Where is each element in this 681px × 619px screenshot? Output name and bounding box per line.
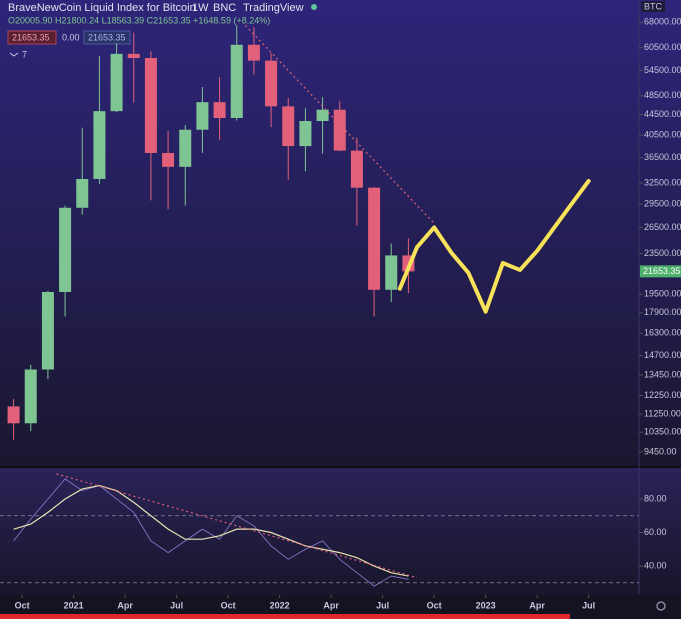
y-tick-label: 40500.00 (644, 129, 681, 139)
trendline (244, 25, 435, 224)
y-tick-label: 54500.00 (644, 65, 681, 75)
chart-title: BraveNewCoin Liquid Index for Bitcoin (8, 2, 196, 14)
y-tick-label: 19500.00 (644, 289, 681, 299)
candle-body (110, 53, 123, 112)
price-box-right: 21653.35 (88, 32, 126, 42)
candle-body (299, 120, 312, 147)
candle-body (196, 102, 209, 130)
last-price-label: 21653.35 (643, 266, 681, 276)
source: TradingView (243, 2, 304, 14)
progress-bar (0, 614, 570, 619)
rsi-line (13, 478, 409, 587)
candle-body (7, 406, 20, 424)
y-tick-label: 13450.00 (644, 369, 681, 379)
y-tick-label: 44500.00 (644, 109, 681, 119)
rsi-tick-label: 80.00 (644, 493, 667, 503)
x-tick-label: Jul (376, 600, 389, 610)
x-tick-label: Oct (221, 600, 236, 610)
candle-body (265, 60, 278, 107)
price-box-left: 21653.35 (12, 32, 50, 42)
settings-icon[interactable] (656, 601, 666, 611)
last-price-box (640, 265, 681, 278)
candle-body (127, 53, 140, 58)
currency-box[interactable] (641, 1, 665, 12)
y-tick-label: 14700.00 (644, 350, 681, 360)
candle-body (213, 102, 226, 118)
y-tick-label: 9450.00 (644, 446, 677, 456)
x-tick-label: Jul (582, 600, 595, 610)
interval: 1W (192, 2, 209, 14)
price-box (83, 30, 131, 45)
candle-body (230, 44, 243, 118)
candle-body (282, 106, 295, 147)
candle-body (59, 207, 72, 292)
y-tick-label: 26500.00 (644, 222, 681, 232)
x-tick-label: Oct (427, 600, 442, 610)
candle-body (350, 150, 363, 188)
x-tick-label: Oct (15, 600, 30, 610)
x-tick-label: Apr (117, 600, 133, 610)
x-tick-label: Apr (323, 600, 339, 610)
currency[interactable]: BTC (644, 1, 663, 11)
rsi-pane (0, 468, 681, 595)
y-tick-label: 17900.00 (644, 307, 681, 317)
y-tick-label: 12250.00 (644, 390, 681, 400)
rsi-line (13, 484, 409, 577)
candle-body (368, 187, 381, 290)
indicator-count[interactable]: 7 (22, 49, 27, 59)
x-tick-label: Apr (529, 600, 545, 610)
price-box (7, 30, 57, 45)
candle-body (144, 57, 157, 153)
y-tick-label: 60500.00 (644, 42, 681, 52)
candle-body (179, 129, 192, 167)
candle-body (41, 291, 54, 370)
price-pane (0, 0, 681, 466)
candle-body (93, 111, 106, 179)
candle-body (385, 255, 398, 290)
candle-body (316, 109, 329, 121)
rsi-tick-label: 60.00 (644, 527, 667, 537)
y-tick-label: 16300.00 (644, 328, 681, 338)
y-tick-label: 48500.00 (644, 90, 681, 100)
y-tick-label: 23500.00 (644, 248, 681, 258)
candle-body (162, 152, 175, 167)
exchange: BNC (213, 2, 236, 14)
collapse-arrow[interactable] (9, 52, 19, 57)
y-tick-label: 11250.00 (644, 408, 681, 418)
y-tick-label: 36500.00 (644, 152, 681, 162)
x-tick-label: 2023 (476, 600, 496, 610)
y-tick-label: 10350.00 (644, 427, 681, 437)
price-box-mid: 0.00 (62, 32, 80, 42)
y-tick-label: 68000.00 (644, 17, 681, 27)
ohlc: O20005.90 H21800.24 L18563.39 C21653.35 … (8, 15, 270, 25)
x-tick-label: 2022 (270, 600, 290, 610)
candle-body (24, 369, 37, 424)
x-tick-label: 2021 (64, 600, 84, 610)
y-tick-label: 32500.00 (644, 177, 681, 187)
candle-body (333, 109, 346, 151)
candle-body (76, 178, 89, 208)
candle-body (247, 44, 260, 61)
status-dot (311, 4, 317, 10)
projection (397, 178, 591, 314)
rsi-tick-label: 40.00 (644, 560, 667, 570)
y-tick-label: 29500.00 (644, 198, 681, 208)
x-tick-label: Jul (170, 600, 183, 610)
